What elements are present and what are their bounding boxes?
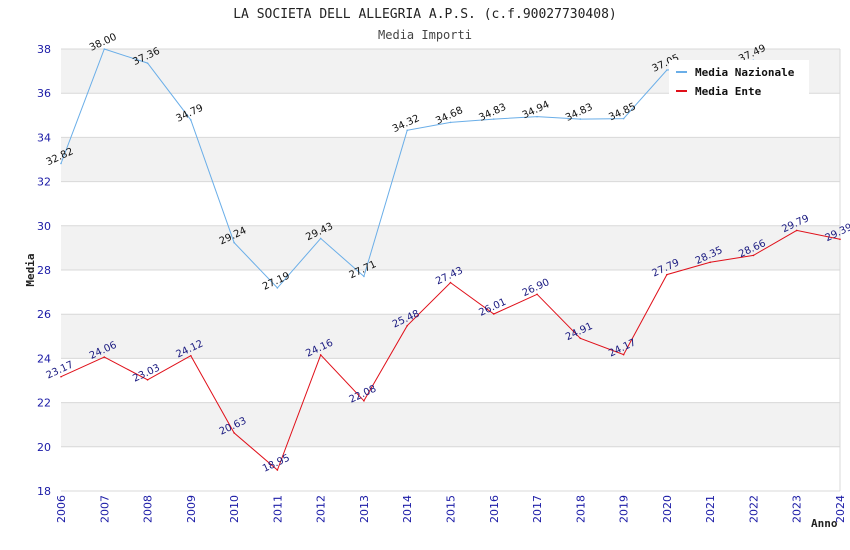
data-point [579,118,582,120]
data-point [103,48,106,50]
data-point [492,118,495,120]
data-point [449,281,452,284]
data-point [622,117,625,120]
data-point [752,254,755,257]
y-tick-label: 38 [37,43,51,56]
chart-subtitle: Media Importi [378,28,472,42]
y-axis-ticks: 18 20 22 24 26 28 30 32 34 36 38 [37,43,51,498]
legend-entry: Media Ente [695,85,762,98]
grid-band [61,446,840,491]
data-point [363,275,365,278]
data-point [319,237,322,240]
data-point [536,293,538,296]
data-point [795,229,798,232]
x-tick-label: 2019 [618,495,631,523]
x-tick-label: 2006 [55,495,68,523]
grid-lines [61,48,841,492]
grid-band [61,181,840,226]
y-tick-label: 24 [37,352,51,365]
grid-band [61,314,840,359]
y-tick-label: 28 [37,264,51,277]
data-point [579,337,582,340]
y-tick-label: 34 [37,131,51,144]
data-point [60,162,62,165]
x-tick-label: 2017 [531,495,544,523]
y-tick-label: 30 [37,220,51,233]
y-axis-label: Media [24,253,37,286]
data-point [666,69,668,71]
grid-band [61,137,840,182]
data-point [276,469,279,471]
x-tick-label: 2016 [488,495,501,523]
x-axis-label: Anno [811,517,838,530]
data-point [406,324,409,327]
data-point [666,273,668,276]
grid-band [61,270,840,315]
x-tick-label: 2022 [747,495,760,523]
x-tick-label: 2024 [834,495,847,523]
y-tick-label: 20 [37,441,51,454]
y-tick-label: 32 [37,176,51,189]
grid-band [61,225,840,270]
data-point [536,115,538,118]
grid-bands [61,49,840,491]
data-point [492,313,495,315]
y-tick-label: 36 [37,87,51,100]
x-tick-label: 2010 [228,495,241,523]
data-point [103,356,106,358]
grid-band [61,402,840,447]
legend-entry: Media Nazionale [695,66,795,79]
data-point [233,432,235,434]
x-tick-label: 2021 [704,495,717,523]
x-tick-label: 2008 [142,495,155,523]
x-tick-label: 2014 [401,495,414,523]
data-point [146,379,149,381]
data-point [406,129,409,132]
x-tick-label: 2020 [661,495,674,523]
chart-title: LA SOCIETA DELL ALLEGRIA A.P.S. (c.f.900… [233,7,617,22]
x-tick-label: 2011 [271,495,284,523]
data-point [276,287,279,289]
data-point [233,241,235,244]
x-tick-label: 2009 [185,495,198,523]
data-point [622,353,625,356]
x-tick-label: 2023 [791,495,804,523]
y-tick-label: 26 [37,308,51,321]
x-tick-label: 2012 [315,495,328,523]
grid-band [61,93,840,138]
legend: Media Nazionale Media Ente [669,60,809,98]
x-tick-label: 2013 [358,495,371,523]
data-point [319,354,322,356]
grid-band [61,358,840,403]
data-point [146,62,149,64]
data-point [449,121,452,124]
data-point [363,400,365,402]
x-tick-label: 2018 [574,495,587,523]
y-tick-label: 22 [37,397,51,410]
x-tick-label: 2015 [445,495,458,523]
data-point [709,261,711,264]
data-point [190,119,192,121]
data-point [190,354,192,357]
series-lines [60,48,841,471]
legend-box [669,60,809,96]
x-tick-label: 2007 [98,495,111,523]
data-point [839,238,841,241]
data-point [60,375,62,378]
y-tick-label: 18 [37,485,51,498]
x-axis-ticks: 2006 2007 2008 2009 2010 2011 2012 2013 2014 2015… [55,495,847,523]
